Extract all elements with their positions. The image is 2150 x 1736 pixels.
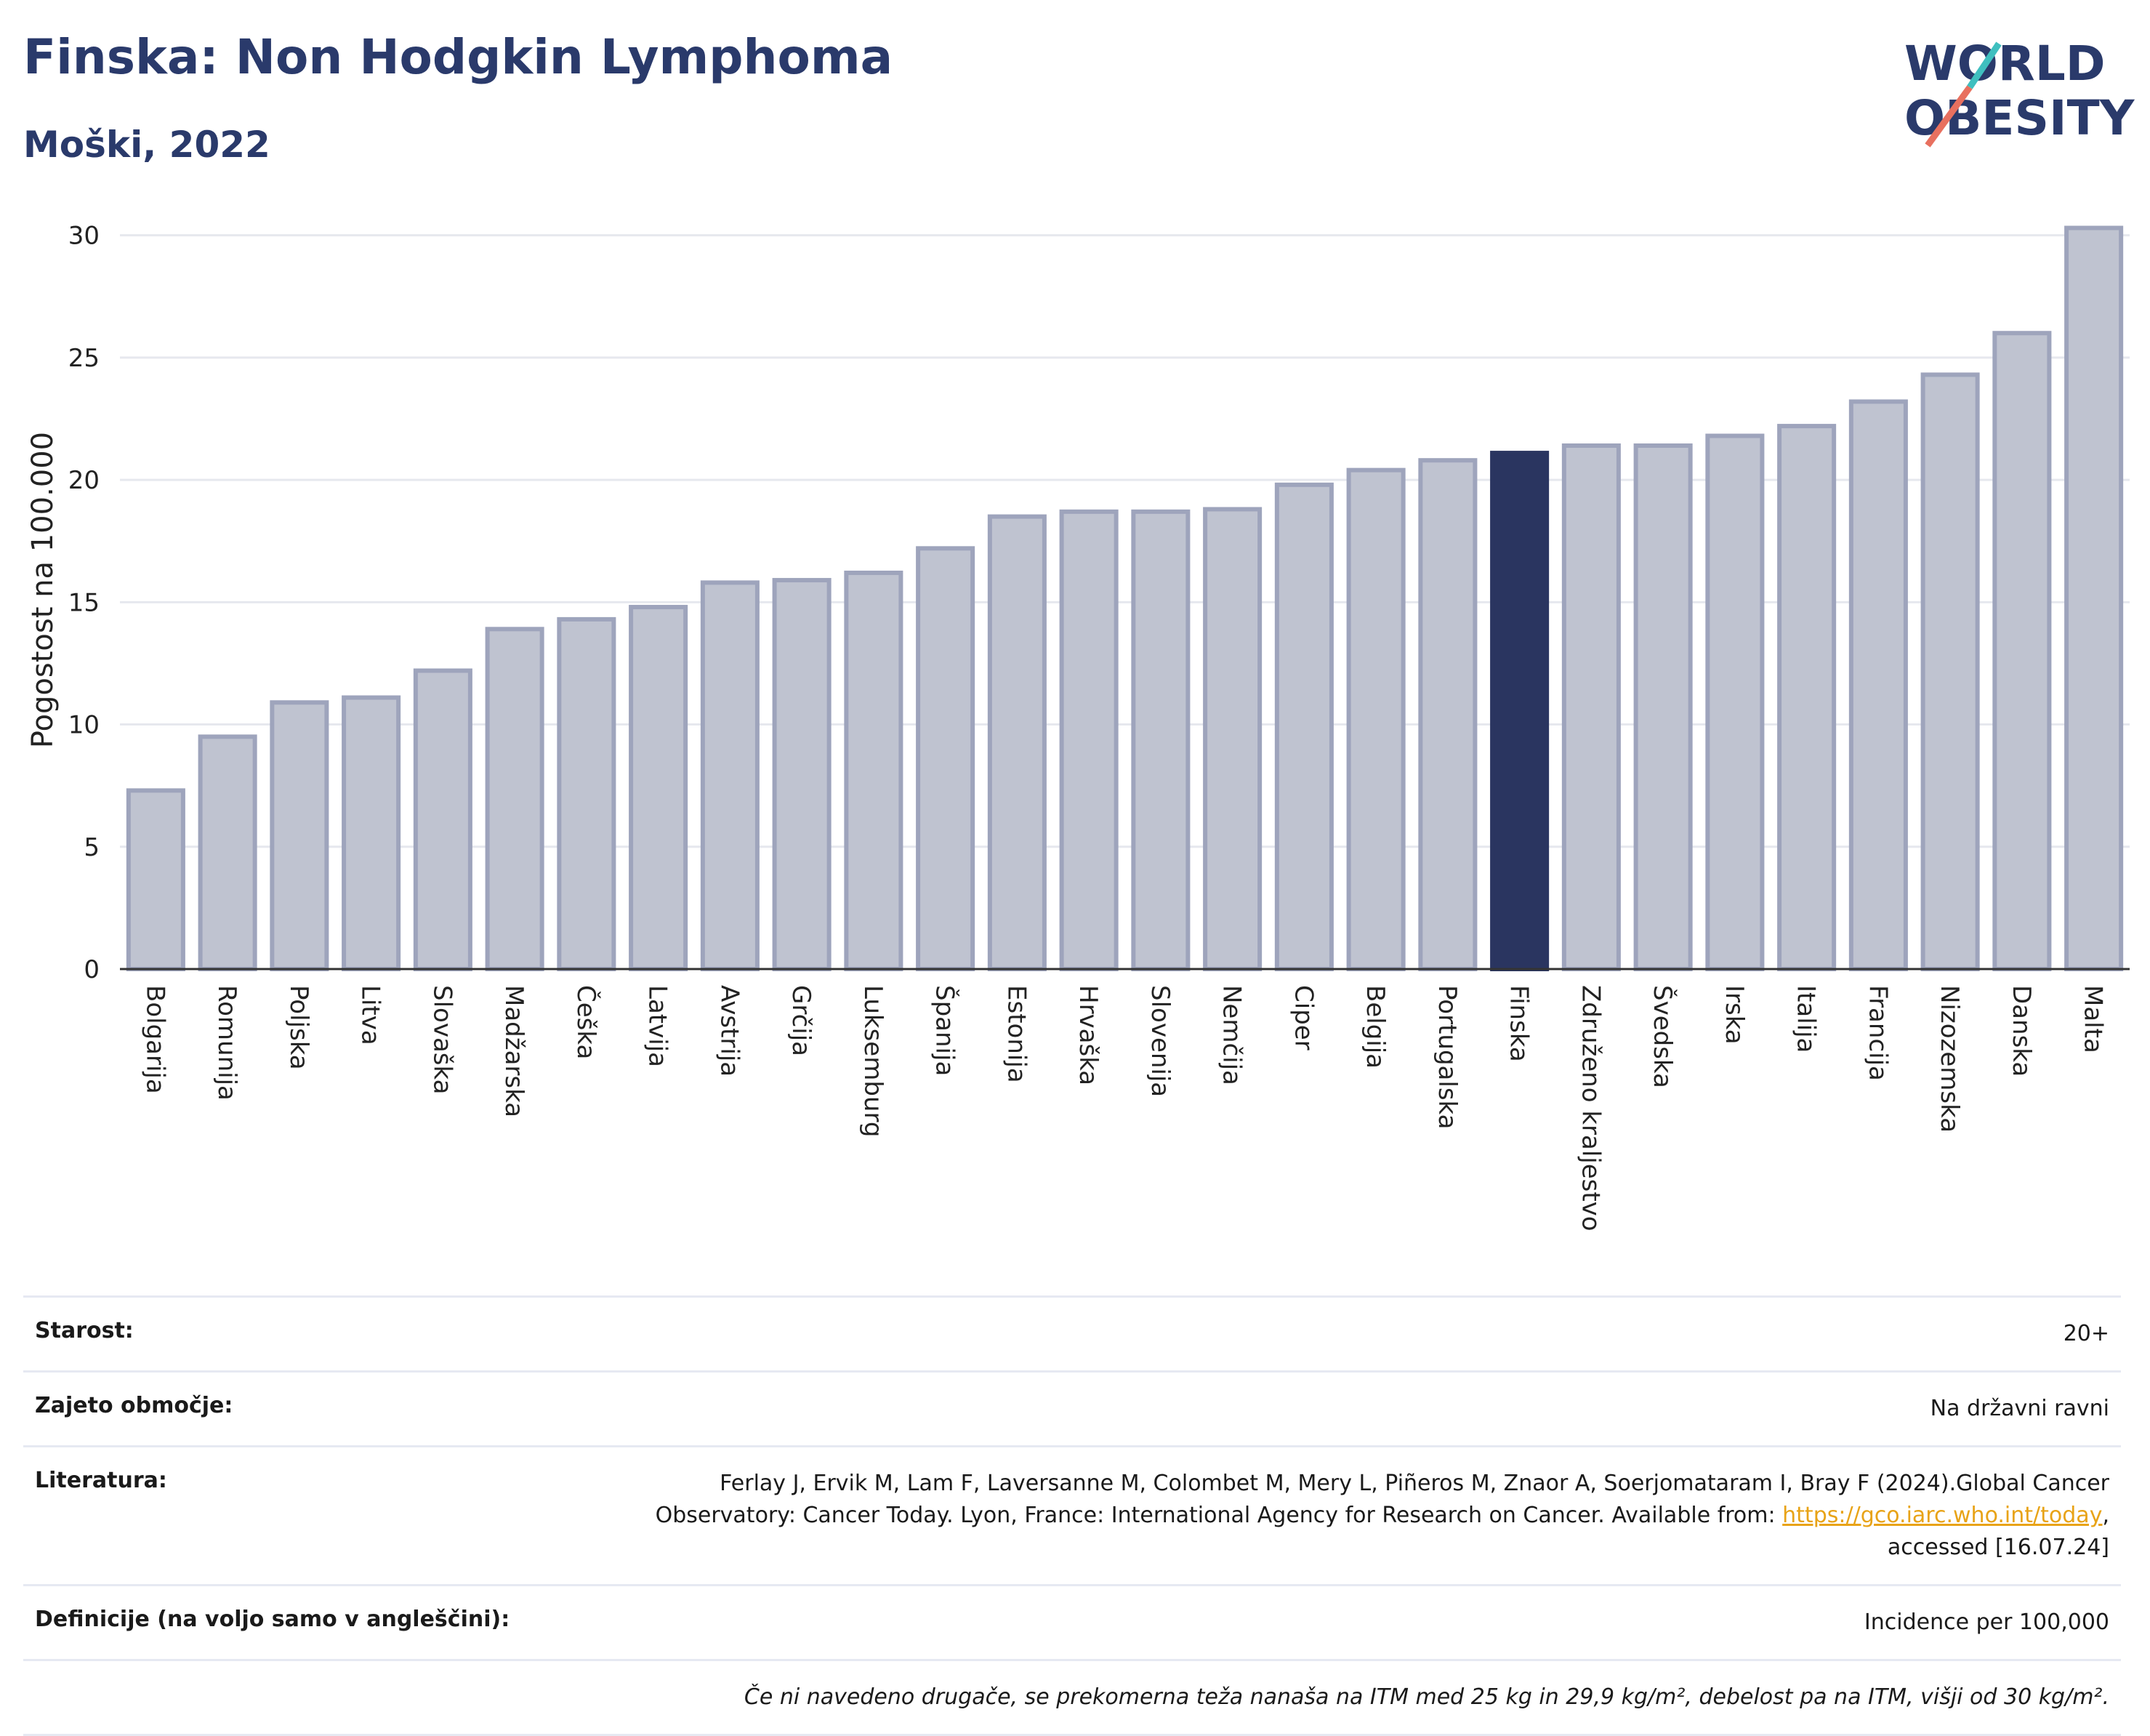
bar xyxy=(987,514,1047,971)
x-tick-label: Malta xyxy=(2079,985,2108,1053)
x-tick-label: Romunija xyxy=(212,985,241,1101)
footnote: Če ni navedeno drugače, se prekomerna te… xyxy=(744,1684,2109,1710)
x-tick-label: Avstrija xyxy=(714,985,744,1077)
age-label: Starost: xyxy=(35,1318,134,1343)
logo-text-world: WORLD xyxy=(1904,36,2106,92)
bar xyxy=(1920,372,1980,971)
x-tick-label: Španija xyxy=(930,985,960,1076)
bar xyxy=(700,580,760,971)
y-tick-label: 15 xyxy=(68,588,100,617)
x-tick-label: Hrvaška xyxy=(1074,985,1103,1085)
bar xyxy=(1418,458,1478,971)
x-tick-label: Latvija xyxy=(643,985,672,1067)
y-tick-label: 25 xyxy=(68,344,100,373)
x-tick-label: Finska xyxy=(1505,985,1534,1062)
x-tick-label: Portugalska xyxy=(1433,985,1462,1129)
bar xyxy=(1346,467,1406,971)
logo-slash-icon-top xyxy=(1967,41,2002,89)
bar xyxy=(1274,482,1334,971)
x-tick-label: Francija xyxy=(1863,985,1892,1081)
info-row-coverage: Zajeto območje: Na državni ravni xyxy=(23,1370,2121,1445)
coverage-value: Na državni ravni xyxy=(1930,1396,2109,1421)
bar xyxy=(1561,443,1621,972)
x-tick-label: Češka xyxy=(571,985,601,1059)
x-tick-label: Nizozemska xyxy=(1935,985,1964,1133)
bar xyxy=(485,627,544,972)
x-tick-label: Italija xyxy=(1792,985,1821,1053)
x-tick-label: Poljska xyxy=(284,985,313,1070)
x-tick-label: Nemčija xyxy=(1217,985,1247,1085)
reference-value: Ferlay J, Ervik M, Lam F, Laversanne M, … xyxy=(597,1468,2109,1564)
y-tick-label: 5 xyxy=(84,833,100,862)
x-tick-label: Združeno kraljestvo xyxy=(1576,985,1605,1231)
reference-tail: , accessed [16.07.24] xyxy=(1887,1503,2109,1560)
chart-subtitle: Moški, 2022 xyxy=(23,124,270,166)
logo-text-obesity: OBESITY xyxy=(1904,90,2135,146)
bar-highlighted xyxy=(1490,451,1550,971)
y-axis-title: Pogostost na 100.000 xyxy=(26,432,60,748)
bar xyxy=(1992,331,2052,971)
bar xyxy=(2064,225,2124,971)
bar xyxy=(772,578,832,971)
bar xyxy=(1131,509,1191,971)
y-tick-label: 10 xyxy=(68,711,100,740)
coverage-label: Zajeto območje: xyxy=(35,1393,233,1418)
info-table: Starost: 20+ Zajeto območje: Na državni … xyxy=(23,1295,2121,1736)
info-row-reference: Literatura: Ferlay J, Ervik M, Lam F, La… xyxy=(23,1445,2121,1584)
x-tick-label: Estonija xyxy=(1002,985,1031,1083)
age-value: 20+ xyxy=(2063,1321,2109,1346)
bar xyxy=(1705,433,1765,972)
bar xyxy=(413,668,472,972)
definitions-value: Incidence per 100,000 xyxy=(1864,1610,2109,1635)
x-tick-label: Belgija xyxy=(1361,985,1390,1069)
x-tick-label: Danska xyxy=(2007,985,2036,1077)
bar xyxy=(557,616,616,971)
x-tick-label: Bolgarija xyxy=(140,985,169,1094)
x-tick-label: Irska xyxy=(1720,985,1749,1045)
bar xyxy=(1633,443,1693,972)
x-tick-label: Ciper xyxy=(1289,985,1318,1050)
reference-label: Literatura: xyxy=(35,1468,167,1493)
bar xyxy=(270,700,329,972)
bar xyxy=(1059,509,1119,971)
chart-title: Finska: Non Hodgkin Lymphoma xyxy=(23,29,893,85)
bar-chart: 0 5 10 15 20 25 30 Pogostost na 100.000 Bolgarij… xyxy=(26,222,2130,1231)
bar xyxy=(126,788,185,971)
bar xyxy=(1848,399,1908,971)
reference-text: Ferlay J, Ervik M, Lam F, Laversanne M, … xyxy=(655,1471,2109,1528)
y-tick-label: 0 xyxy=(84,955,100,984)
world-obesity-logo: WORLD OBESITY xyxy=(1904,36,2135,148)
bar xyxy=(916,546,975,971)
x-tick-label: Madžarska xyxy=(499,985,528,1117)
bar xyxy=(629,605,688,972)
bar xyxy=(844,570,903,971)
y-tick-label: 30 xyxy=(68,222,100,251)
logo-slash-icon xyxy=(1925,85,1973,148)
bar xyxy=(198,734,257,971)
y-tick-label: 20 xyxy=(68,466,100,495)
info-row-age: Starost: 20+ xyxy=(23,1295,2121,1370)
bar xyxy=(1777,424,1837,972)
x-tick-label: Grčija xyxy=(786,985,816,1056)
x-tick-label: Švedska xyxy=(1648,985,1678,1088)
x-tick-label: Slovenija xyxy=(1146,985,1175,1097)
info-row-definitions: Definicije (na voljo samo v angleščini):… xyxy=(23,1584,2121,1659)
reference-link[interactable]: https://gco.iarc.who.int/today xyxy=(1782,1503,2103,1528)
bar xyxy=(1203,507,1263,972)
x-tick-label: Litva xyxy=(356,985,385,1045)
x-tick-label: Luksemburg xyxy=(858,985,887,1137)
bar xyxy=(342,695,401,971)
definitions-label: Definicije (na voljo samo v angleščini): xyxy=(35,1607,510,1632)
x-tick-label: Slovaška xyxy=(427,985,456,1094)
info-row-note: Če ni navedeno drugače, se prekomerna te… xyxy=(23,1659,2121,1736)
